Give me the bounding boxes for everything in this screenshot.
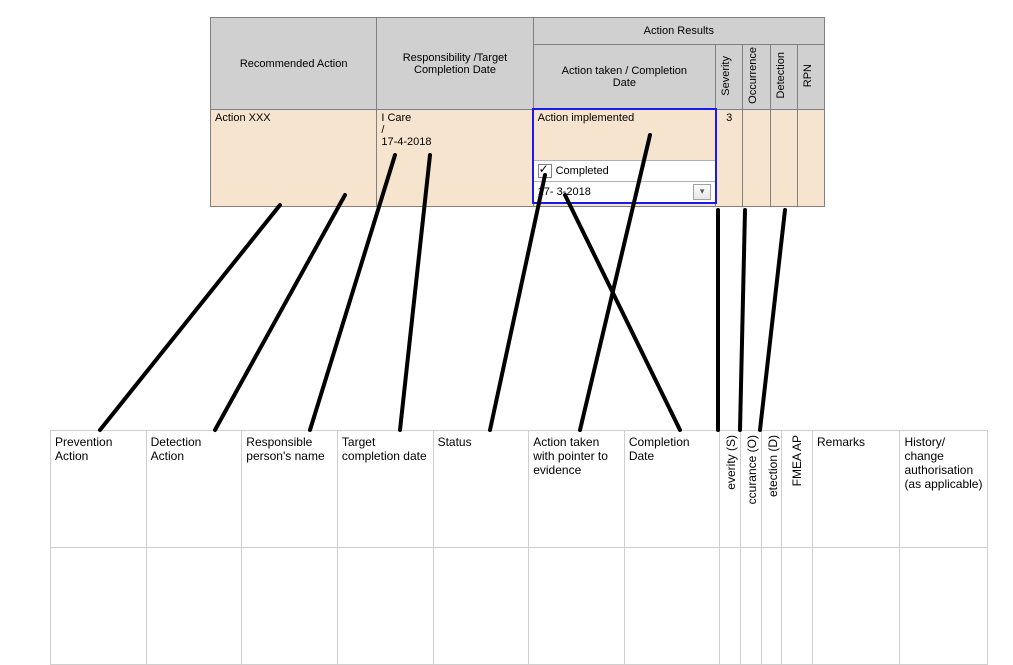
action-taken-editor[interactable]: Action implemented Completed 17- 3-2018 … [532, 108, 717, 204]
mapping-col-status: Status [433, 431, 529, 548]
mapping-cell-history [900, 548, 988, 665]
col-responsibility-label: Responsibility /Target Completion Date [403, 52, 508, 76]
mapping-col-remarks-label: Remarks [817, 435, 865, 449]
mapping-cell-detection_action [146, 548, 242, 665]
mapping-col-detection_action-label: Detection Action [151, 435, 202, 463]
mapping-cell-remarks [813, 548, 900, 665]
mapping-col-target_date: Target completion date [337, 431, 433, 548]
mapping-col-occurance_o-label: ccurance (O) [745, 435, 759, 504]
completed-row[interactable]: Completed [534, 160, 715, 181]
mapping-cell-severity_s [720, 548, 741, 665]
action-taken-text[interactable]: Action implemented [534, 110, 715, 160]
col-recommended-action: Recommended Action [211, 18, 377, 110]
mapping-col-completion_date-label: Completion Date [629, 435, 690, 463]
mapping-col-target_date-label: Target completion date [342, 435, 427, 463]
mapping-col-detection_d-label: etection (D) [766, 435, 780, 497]
mapping-header-row: Prevention Action Detection Action Respons… [51, 431, 988, 548]
col-action-taken: Action taken / Completion Date [533, 45, 715, 110]
col-responsibility: Responsibility /Target Completion Date [377, 18, 533, 110]
col-detection-label: Detection [775, 52, 793, 98]
fmea-mapping-table: Prevention Action Detection Action Respons… [50, 430, 988, 665]
mapping-cell-fmea_ap [782, 548, 813, 665]
col-group-action-results-label: Action Results [644, 25, 714, 37]
cell-responsibility-value: I Care / 17-4-2018 [381, 112, 431, 148]
mapping-cell-occurance_o [741, 548, 762, 665]
mapping-col-severity_s-label: everity (S) [724, 435, 738, 490]
fmea-top-table: Recommended Action Responsibility /Targe… [210, 17, 825, 207]
col-action-taken-label: Action taken / Completion Date [562, 65, 687, 89]
mapping-table: Prevention Action Detection Action Respons… [50, 430, 988, 665]
mapping-empty-row [51, 548, 988, 665]
col-occurrence-label: Occurrence [747, 47, 765, 104]
cell-rpn [797, 110, 824, 207]
mapping-cell-completion_date [624, 548, 720, 665]
mapping-col-prevention: Prevention Action [51, 431, 147, 548]
mapping-col-detection_action: Detection Action [146, 431, 242, 548]
mapping-col-detection_d: etection (D) [761, 431, 782, 548]
col-severity-label: Severity [720, 56, 738, 96]
cell-recommended: Action XXX [211, 110, 377, 207]
mapping-col-history-label: History/ change authorisation (as applic… [904, 435, 982, 491]
mapping-col-action_ptr-label: Action taken with pointer to evidence [533, 435, 608, 477]
mapping-col-history: History/ change authorisation (as applic… [900, 431, 988, 548]
cell-severity: 3 [716, 110, 743, 207]
mapping-col-fmea_ap-label: FMEA AP [790, 435, 804, 486]
mapping-cell-prevention [51, 548, 147, 665]
col-rpn-label: RPN [802, 64, 820, 87]
mapping-col-remarks: Remarks [813, 431, 900, 548]
completed-label: Completed [556, 165, 609, 177]
mapping-col-completion_date: Completion Date [624, 431, 720, 548]
mapping-cell-responsible [242, 548, 338, 665]
mapping-col-fmea_ap: FMEA AP [782, 431, 813, 548]
col-occurrence: Occurrence [743, 45, 770, 110]
mapping-cell-target_date [337, 548, 433, 665]
mapping-col-responsible-label: Responsible person's name [246, 435, 324, 463]
cell-action-taken[interactable]: Action implemented Completed 17- 3-2018 … [533, 110, 715, 207]
mapping-col-responsible: Responsible person's name [242, 431, 338, 548]
col-severity: Severity [716, 45, 743, 110]
mapping-cell-detection_d [761, 548, 782, 665]
col-rpn: RPN [797, 45, 824, 110]
completion-date-value[interactable]: 17- 3-2018 [538, 186, 591, 198]
mapping-cell-status [433, 548, 529, 665]
mapping-col-severity_s: everity (S) [720, 431, 741, 548]
cell-recommended-value: Action XXX [215, 112, 271, 124]
table-row: Action XXX I Care / 17-4-2018 Action imp… [211, 110, 825, 207]
col-recommended-action-label: Recommended Action [240, 58, 348, 70]
cell-responsibility: I Care / 17-4-2018 [377, 110, 533, 207]
mapping-col-occurance_o: ccurance (O) [741, 431, 762, 548]
cell-severity-value: 3 [726, 112, 732, 124]
date-picker-icon[interactable]: ▾ [693, 184, 711, 200]
completed-checkbox[interactable] [538, 164, 552, 178]
mapping-col-action_ptr: Action taken with pointer to evidence [529, 431, 625, 548]
col-group-action-results: Action Results [533, 18, 824, 45]
completion-date-row[interactable]: 17- 3-2018 ▾ [534, 181, 715, 202]
mapping-col-prevention-label: Prevention Action [55, 435, 112, 463]
cell-occurrence [743, 110, 770, 207]
fmea-action-results-table: Recommended Action Responsibility /Targe… [210, 17, 825, 207]
cell-detection [770, 110, 797, 207]
mapping-col-status-label: Status [438, 435, 472, 449]
col-detection: Detection [770, 45, 797, 110]
mapping-cell-action_ptr [529, 548, 625, 665]
